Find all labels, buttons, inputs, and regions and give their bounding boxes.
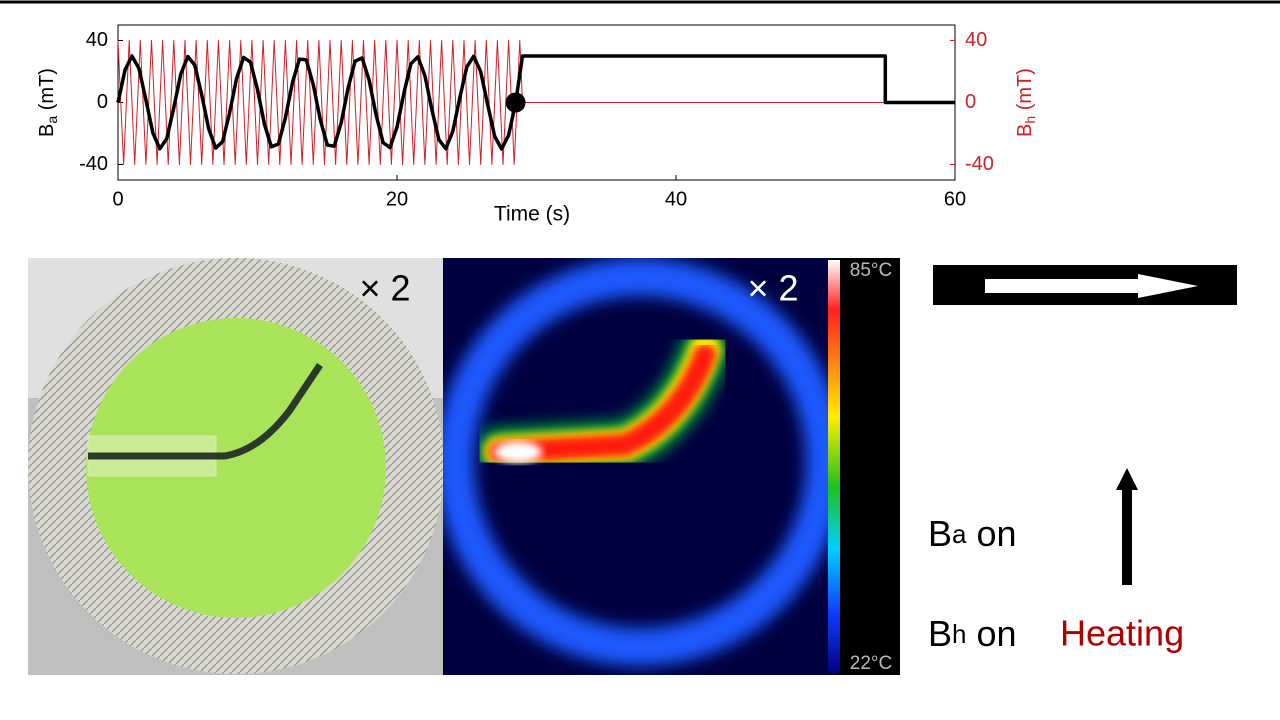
colorbar-min: 22°C — [850, 653, 892, 674]
x-axis-label: Time (s) — [494, 203, 570, 226]
marker — [505, 92, 526, 113]
scale-label: × 2 — [359, 268, 410, 309]
y2-tick-label: -40 — [965, 153, 994, 175]
x-tick-label: 60 — [944, 188, 966, 210]
y-tick-label: 0 — [97, 91, 108, 113]
y2-tick-label: 40 — [965, 29, 987, 51]
scale-label: × 2 — [747, 268, 798, 309]
thermal-image — [443, 258, 828, 675]
photo — [28, 258, 443, 675]
series-line — [116, 54, 955, 151]
y-axis-label: Bh (mT) — [1014, 68, 1037, 137]
x-tick-label: 40 — [665, 188, 687, 210]
label-part: (mT) — [36, 68, 58, 116]
label-part: B — [1014, 124, 1036, 137]
legend-line: Ba on — [928, 513, 1017, 554]
colorbar-max: 85°C — [850, 260, 892, 281]
label-part: (mT) — [1014, 68, 1036, 116]
x-tick-label: 0 — [112, 188, 123, 210]
label-part: a — [44, 116, 60, 124]
colorbar — [828, 260, 840, 673]
direction-arrow — [985, 274, 1198, 298]
y-axis-label: Ba (mT) — [36, 68, 59, 137]
y-tick-label: 40 — [86, 29, 108, 51]
heating-label: Heating — [1060, 613, 1184, 654]
x-tick-label: 20 — [386, 188, 408, 210]
up-arrow — [1116, 468, 1138, 585]
legend-line: Bh on — [928, 613, 1017, 654]
y2-tick-label: 0 — [965, 91, 976, 113]
label-part: B — [36, 124, 58, 137]
label-part: h — [1022, 116, 1038, 124]
y-tick-label: -40 — [79, 153, 108, 175]
